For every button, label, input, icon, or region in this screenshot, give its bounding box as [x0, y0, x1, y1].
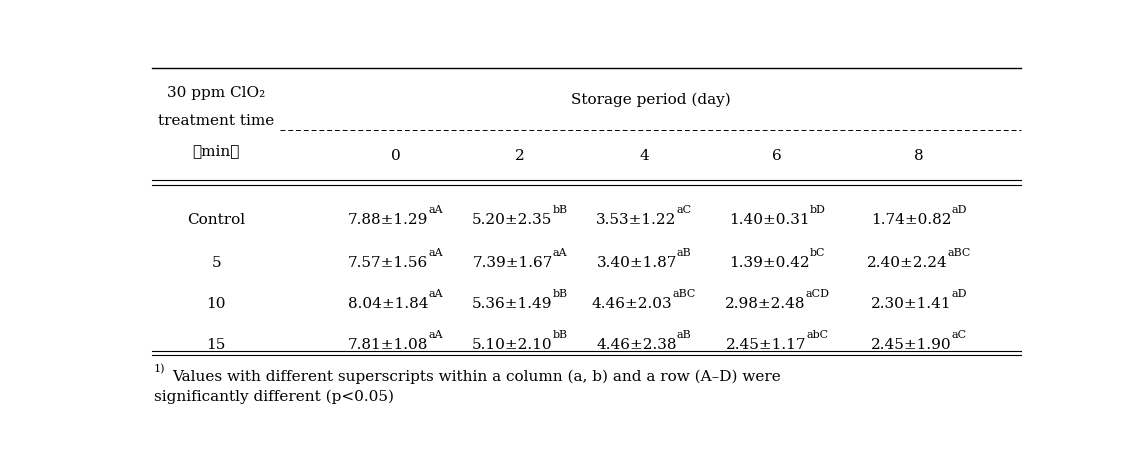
Text: 5.20±2.35: 5.20±2.35 — [472, 213, 553, 227]
Text: 4: 4 — [639, 149, 649, 164]
Text: 10: 10 — [206, 297, 225, 311]
Text: aBC: aBC — [673, 289, 696, 299]
Text: aA: aA — [429, 330, 443, 340]
Text: （min）: （min） — [192, 144, 240, 158]
Text: bC: bC — [810, 248, 825, 258]
Text: aA: aA — [553, 248, 567, 258]
Text: Storage period (day): Storage period (day) — [571, 93, 731, 107]
Text: 30 ppm ClO₂: 30 ppm ClO₂ — [167, 86, 265, 100]
Text: 2: 2 — [515, 149, 525, 164]
Text: 0: 0 — [391, 149, 400, 164]
Text: aBC: aBC — [947, 248, 971, 258]
Text: 2.98±2.48: 2.98±2.48 — [724, 297, 805, 311]
Text: 7.88±1.29: 7.88±1.29 — [348, 213, 429, 227]
Text: bB: bB — [553, 289, 567, 299]
Text: 1.40±0.31: 1.40±0.31 — [729, 213, 809, 227]
Text: aA: aA — [429, 206, 443, 215]
Text: aB: aB — [677, 248, 691, 258]
Text: 2.45±1.17: 2.45±1.17 — [725, 337, 807, 352]
Text: 2.40±2.24: 2.40±2.24 — [867, 256, 947, 270]
Text: bB: bB — [553, 206, 567, 215]
Text: treatment time: treatment time — [158, 114, 275, 128]
Text: 2.30±1.41: 2.30±1.41 — [871, 297, 952, 311]
Text: 3.53±1.22: 3.53±1.22 — [596, 213, 676, 227]
Text: 4.46±2.38: 4.46±2.38 — [596, 337, 677, 352]
Text: 5: 5 — [212, 256, 221, 270]
Text: aD: aD — [952, 206, 967, 215]
Text: aD: aD — [952, 289, 967, 299]
Text: 5.36±1.49: 5.36±1.49 — [472, 297, 553, 311]
Text: aA: aA — [429, 248, 443, 258]
Text: 6: 6 — [772, 149, 781, 164]
Text: 1.74±0.82: 1.74±0.82 — [871, 213, 952, 227]
Text: 7.81±1.08: 7.81±1.08 — [348, 337, 429, 352]
Text: 2.45±1.90: 2.45±1.90 — [871, 337, 952, 352]
Text: aCD: aCD — [805, 289, 829, 299]
Text: bB: bB — [553, 330, 567, 340]
Text: 1.39±0.42: 1.39±0.42 — [729, 256, 810, 270]
Text: Values with different superscripts within a column (a, b) and a row (A–D) were: Values with different superscripts withi… — [173, 369, 781, 384]
Text: 15: 15 — [206, 337, 225, 352]
Text: 8.04±1.84: 8.04±1.84 — [348, 297, 429, 311]
Text: 5.10±2.10: 5.10±2.10 — [472, 337, 553, 352]
Text: aC: aC — [676, 206, 692, 215]
Text: 3.40±1.87: 3.40±1.87 — [596, 256, 677, 270]
Text: 4.46±2.03: 4.46±2.03 — [591, 297, 673, 311]
Text: 7.39±1.67: 7.39±1.67 — [472, 256, 553, 270]
Text: 8: 8 — [914, 149, 923, 164]
Text: aB: aB — [677, 330, 691, 340]
Text: aA: aA — [429, 289, 443, 299]
Text: Control: Control — [188, 213, 245, 227]
Text: 7.57±1.56: 7.57±1.56 — [348, 256, 429, 270]
Text: aC: aC — [952, 330, 967, 340]
Text: abC: abC — [807, 330, 828, 340]
Text: significantly different (p<0.05): significantly different (p<0.05) — [153, 390, 394, 404]
Text: 1): 1) — [153, 364, 165, 375]
Text: bD: bD — [809, 206, 825, 215]
